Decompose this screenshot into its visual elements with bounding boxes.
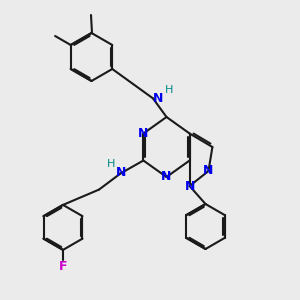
Text: F: F bbox=[59, 260, 67, 274]
Text: N: N bbox=[161, 170, 172, 184]
Text: H: H bbox=[107, 159, 115, 169]
Text: N: N bbox=[116, 166, 127, 179]
Text: H: H bbox=[164, 85, 173, 95]
Text: N: N bbox=[184, 179, 195, 193]
Text: N: N bbox=[203, 164, 214, 178]
Text: N: N bbox=[153, 92, 164, 105]
Text: N: N bbox=[138, 127, 148, 140]
